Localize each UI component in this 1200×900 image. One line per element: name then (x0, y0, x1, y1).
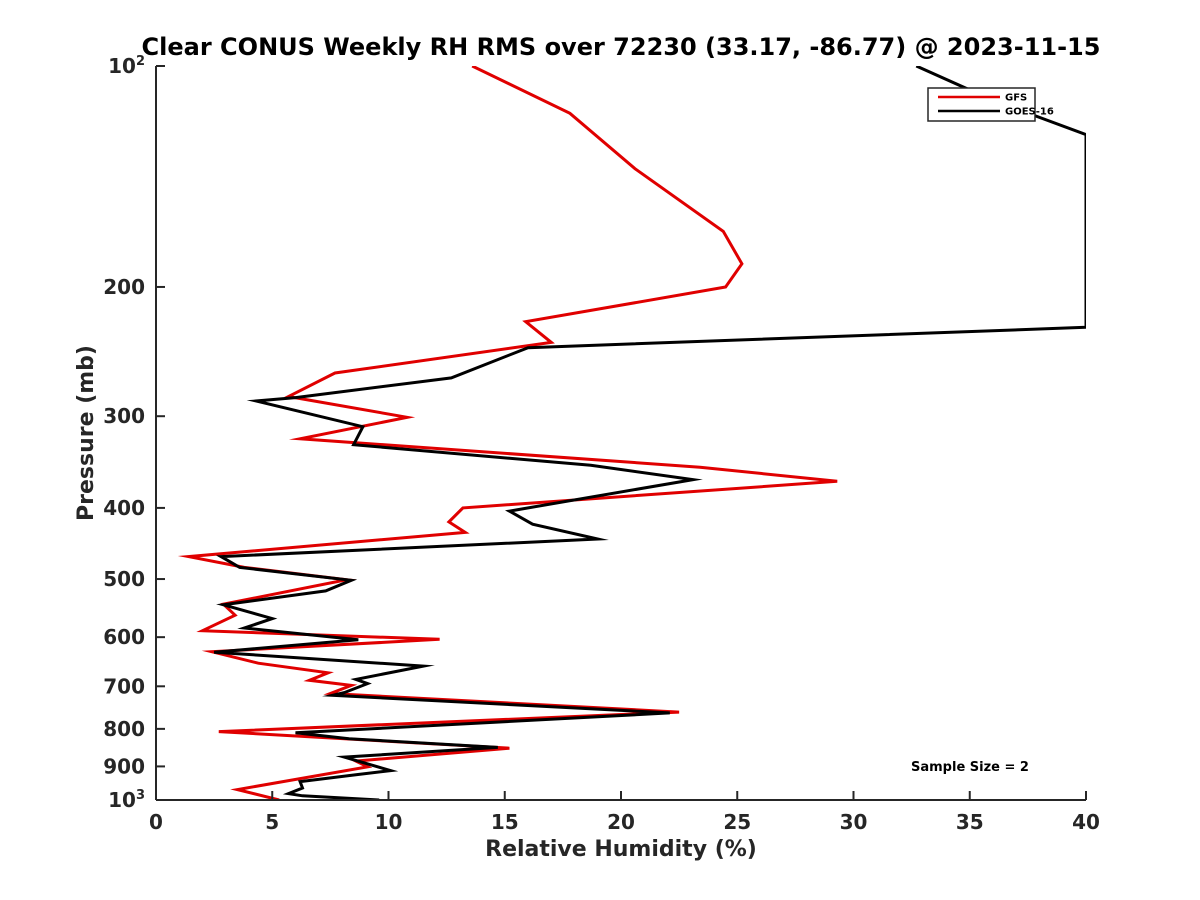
y-tick-label: 300 (103, 404, 145, 428)
y-tick-label: 900 (103, 754, 145, 778)
legend: GFS GOES-16 (927, 87, 1054, 122)
x-tick-label: 5 (265, 810, 279, 834)
y-tick-label: 800 (103, 717, 145, 741)
y-tick-label: 102 (108, 54, 145, 78)
y-tick-label: 500 (103, 567, 145, 591)
x-tick-label: 40 (1072, 810, 1100, 834)
chart-title: Clear CONUS Weekly RH RMS over 72230 (33… (142, 33, 1101, 61)
x-tick-label: 25 (723, 810, 751, 834)
y-axis-label: Pressure (mb) (74, 345, 99, 521)
x-tick-label: 30 (840, 810, 868, 834)
x-tick-label: 35 (956, 810, 984, 834)
legend-label-gfs: GFS (1005, 93, 1027, 104)
y-tick-label: 700 (103, 674, 145, 698)
x-tick-label: 10 (375, 810, 403, 834)
y-tick-label: 103 (108, 788, 145, 812)
legend-label-goes-16: GOES-16 (1005, 107, 1054, 118)
x-tick-label: 15 (491, 810, 519, 834)
y-tick-label: 400 (103, 496, 145, 520)
y-tick-label: 200 (103, 275, 145, 299)
x-tick-label: 20 (607, 810, 635, 834)
y-tick-label: 600 (103, 625, 145, 649)
sample-size-annotation: Sample Size = 2 (911, 760, 1029, 775)
legend-box (927, 87, 1036, 122)
x-tick-label: 0 (149, 810, 163, 834)
series-line-goes-16 (213, 66, 1086, 800)
series-line-gfs (177, 66, 838, 800)
x-axis-label: Relative Humidity (%) (485, 837, 757, 862)
